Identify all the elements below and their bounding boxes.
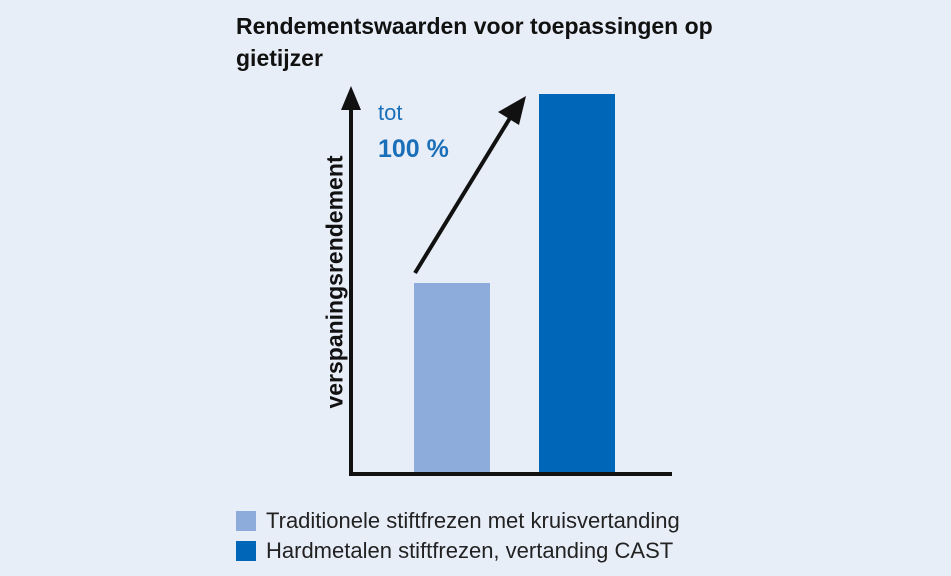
legend-item-hardmetalen: Hardmetalen stiftfrezen, vertanding CAST [236, 536, 680, 566]
increase-arrowhead [498, 96, 526, 125]
legend-item-traditionele: Traditionele stiftfrezen met kruisvertan… [236, 506, 680, 536]
y-axis-arrowhead [341, 86, 361, 110]
increase-arrow-line [413, 116, 512, 275]
bar-hardmetalen [539, 94, 615, 472]
chart-title: Rendementswaarden voor toepassingen op g… [236, 13, 713, 71]
legend-label: Traditionele stiftfrezen met kruisvertan… [266, 508, 680, 533]
legend: Traditionele stiftfrezen met kruisvertan… [236, 506, 680, 566]
annotation-prefix: tot [378, 100, 402, 125]
legend-swatch [236, 511, 256, 531]
legend-swatch [236, 541, 256, 561]
bar-traditionele [414, 283, 490, 472]
legend-label: Hardmetalen stiftfrezen, vertanding CAST [266, 538, 674, 563]
annotation-value: 100 % [378, 135, 449, 163]
